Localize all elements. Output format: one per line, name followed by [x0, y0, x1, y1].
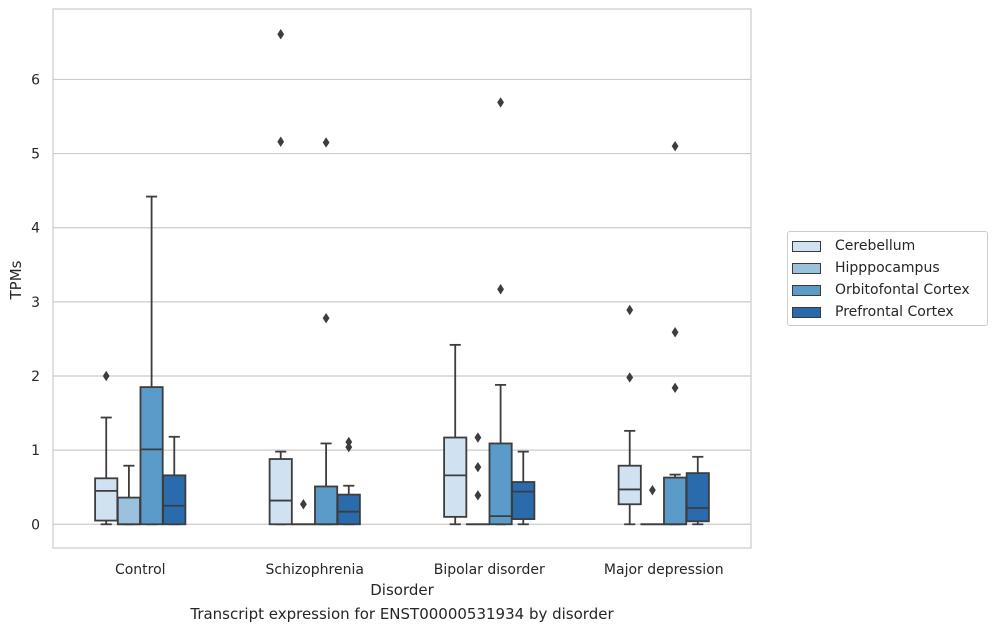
legend: Cerebellum Hipppocampus Orbitofontal Cor… — [787, 231, 988, 326]
outlier-point — [474, 461, 482, 473]
outlier-point — [497, 284, 504, 295]
plot-area-frame — [52, 8, 752, 549]
box-body — [488, 442, 513, 526]
box-body — [336, 493, 361, 526]
box-hipppocampus-1 — [291, 499, 316, 526]
x-tick-label-bipolar-disorder: Bipolar disorder — [434, 562, 545, 578]
outlier-point — [626, 372, 634, 383]
y-tick-label-3: 3 — [31, 295, 40, 311]
box-body — [94, 477, 119, 522]
box-body — [617, 464, 642, 506]
outlier-point — [322, 312, 330, 324]
outlier-point — [345, 436, 353, 448]
legend-swatch-cerebellum — [792, 240, 821, 252]
box-prefrontal-cortex-3 — [685, 455, 710, 526]
legend-item-prefrontal: Prefrontal Cortex — [792, 302, 954, 322]
x-axis-ticks: Control Schizophrenia Bipolar disorder Majo… — [115, 562, 724, 578]
box-cerebellum-0 — [94, 370, 119, 526]
box-body — [268, 458, 293, 526]
box-hipppocampus-0 — [116, 464, 141, 526]
outlier-point — [277, 136, 285, 147]
chart-title: Transcript expression for ENST0000053193… — [190, 605, 614, 623]
box-series — [94, 29, 710, 526]
legend-item-orbitofrontal: Orbitofontal Cortex — [792, 280, 970, 300]
box-cerebellum-3 — [617, 304, 642, 526]
legend-item-cerebellum: Cerebellum — [792, 236, 915, 256]
x-tick-label-schizophrenia: Schizophrenia — [266, 562, 364, 578]
x-axis-label: Disorder — [370, 581, 434, 599]
outlier-point — [102, 370, 110, 382]
box-body — [663, 476, 688, 526]
y-tick-label-4: 4 — [31, 221, 40, 237]
legend-label-cerebellum: Cerebellum — [835, 238, 916, 254]
box-orbitofontal-cortex-0 — [139, 195, 164, 526]
box-orbitofontal-cortex-2 — [488, 97, 513, 526]
box-cerebellum-2 — [443, 343, 468, 526]
box-body — [511, 481, 536, 520]
legend-swatch-hippocampus — [792, 262, 821, 274]
grid-lines — [53, 78, 751, 525]
y-tick-label-2: 2 — [31, 369, 40, 385]
legend-label-prefrontal: Prefrontal Cortex — [835, 304, 954, 320]
legend-label-hippocampus: Hipppocampus — [835, 260, 940, 276]
legend-swatch-prefrontal — [792, 306, 821, 318]
box-body — [314, 485, 339, 526]
box-body — [162, 474, 187, 526]
outlier-point — [626, 304, 634, 316]
box-body — [685, 472, 710, 523]
y-axis-label: TPMs — [7, 260, 25, 300]
box-body — [139, 386, 164, 526]
outlier-point — [649, 484, 656, 496]
outlier-point — [474, 432, 482, 443]
y-axis-ticks: 0 1 2 3 4 5 6 — [31, 72, 40, 533]
outlier-point — [300, 499, 307, 510]
box-body — [443, 436, 468, 518]
x-tick-label-major-depression: Major depression — [604, 562, 724, 578]
y-tick-label-1: 1 — [31, 443, 40, 459]
legend-label-orbitofrontal: Orbitofontal Cortex — [835, 282, 970, 298]
box-body — [116, 496, 141, 526]
y-tick-label-6: 6 — [31, 72, 40, 88]
box-prefrontal-cortex-1 — [336, 436, 361, 526]
outlier-point — [474, 490, 482, 501]
outlier-point — [671, 382, 679, 394]
box-cerebellum-1 — [268, 29, 293, 526]
outlier-point — [277, 29, 285, 40]
x-tick-label-control: Control — [115, 562, 166, 578]
y-tick-label-5: 5 — [31, 147, 40, 163]
outlier-point — [671, 140, 679, 152]
box-prefrontal-cortex-0 — [162, 435, 187, 526]
box-hipppocampus-3 — [640, 484, 665, 526]
box-orbitofontal-cortex-3 — [663, 140, 688, 526]
legend-swatch-orbitofrontal — [792, 284, 821, 296]
outlier-point — [671, 327, 679, 338]
box-prefrontal-cortex-2 — [511, 450, 536, 526]
legend-item-hippocampus: Hipppocampus — [792, 258, 940, 278]
outlier-point — [497, 97, 504, 108]
outlier-point — [322, 137, 330, 148]
y-tick-label-0: 0 — [31, 517, 40, 533]
box-hipppocampus-2 — [465, 432, 490, 526]
box-orbitofontal-cortex-1 — [314, 137, 339, 526]
